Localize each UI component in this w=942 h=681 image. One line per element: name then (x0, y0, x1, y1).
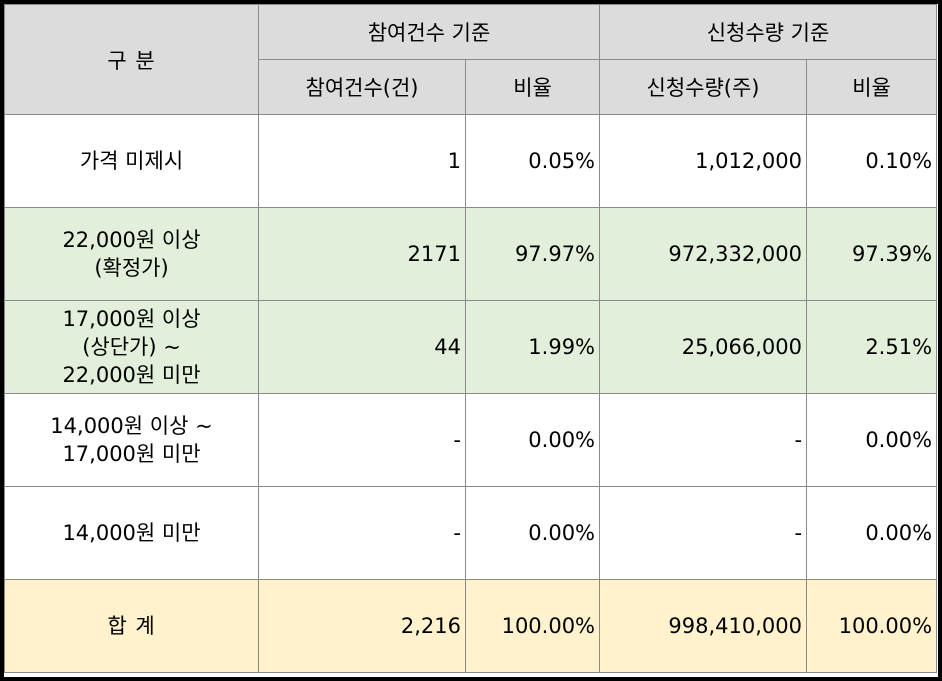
header-group-participation: 참여건수 기준 (257, 4, 601, 60)
total-quantity-ratio: 100.00% (806, 579, 938, 673)
participation-ratio-cell: 0.00% (464, 393, 601, 487)
participation-count-cell: - (258, 393, 466, 487)
quantity-cell: 972,332,000 (599, 207, 808, 301)
header-quantity-ratio: 비율 (806, 59, 938, 115)
total-quantity: 998,410,000 (599, 579, 808, 673)
header-quantity: 신청수량(주) (599, 59, 808, 115)
quantity-ratio-cell: 2.51% (806, 300, 938, 394)
participation-ratio-cell: 0.05% (464, 114, 601, 208)
row-label-line: 22,000원 미만 (62, 363, 201, 387)
header-participation-count: 참여건수(건) (258, 59, 466, 115)
quantity-ratio-cell: 0.10% (806, 114, 938, 208)
participation-ratio-cell: 1.99% (464, 300, 601, 394)
row-label-line: 17,000원 이상 (62, 307, 201, 331)
table-row: 14,000원 미만 - 0.00% - 0.00% (4, 486, 938, 580)
row-label: 가격 미제시 (4, 114, 259, 208)
quantity-ratio-cell: 97.39% (806, 207, 938, 301)
total-participation-ratio: 100.00% (464, 579, 601, 673)
table-row: 14,000원 이상 ~ 17,000원 미만 - 0.00% - 0.00% (4, 393, 938, 487)
subscription-table: 구 분 참여건수 기준 신청수량 기준 참여건수(건) 비율 신청수량(주) 비… (4, 4, 938, 673)
row-label-line: (상단가) ~ (82, 335, 181, 359)
header-participation-ratio: 비율 (464, 59, 601, 115)
quantity-cell: 25,066,000 (599, 300, 808, 394)
header-category: 구 분 (4, 4, 259, 115)
row-label-line: 14,000원 미만 (62, 521, 201, 545)
header-group-quantity: 신청수량 기준 (599, 4, 938, 60)
participation-count-cell: 2171 (258, 207, 466, 301)
quantity-cell: 1,012,000 (599, 114, 808, 208)
row-label-line: 14,000원 이상 ~ (50, 414, 213, 438)
table-row: 가격 미제시 1 0.05% 1,012,000 0.10% (4, 114, 938, 208)
quantity-ratio-cell: 0.00% (806, 486, 938, 580)
quantity-cell: - (599, 393, 808, 487)
quantity-ratio-cell: 0.00% (806, 393, 938, 487)
table-row: 17,000원 이상 (상단가) ~ 22,000원 미만 44 1.99% 2… (4, 300, 938, 394)
participation-count-cell: - (258, 486, 466, 580)
row-label-line: 가격 미제시 (79, 149, 184, 173)
row-label: 14,000원 미만 (4, 486, 259, 580)
row-label-line: 17,000원 미만 (62, 442, 201, 466)
row-label: 22,000원 이상 (확정가) (4, 207, 259, 301)
total-participation-count: 2,216 (258, 579, 466, 673)
total-row: 합 계 2,216 100.00% 998,410,000 100.00% (4, 579, 938, 673)
participation-ratio-cell: 97.97% (464, 207, 601, 301)
participation-count-cell: 1 (258, 114, 466, 208)
table-row: 22,000원 이상 (확정가) 2171 97.97% 972,332,000… (4, 207, 938, 301)
row-label: 17,000원 이상 (상단가) ~ 22,000원 미만 (4, 300, 259, 394)
total-label: 합 계 (4, 579, 259, 673)
row-label-line: (확정가) (94, 256, 169, 280)
participation-ratio-cell: 0.00% (464, 486, 601, 580)
quantity-cell: - (599, 486, 808, 580)
row-label-line: 22,000원 이상 (62, 228, 201, 252)
participation-count-cell: 44 (258, 300, 466, 394)
row-label: 14,000원 이상 ~ 17,000원 미만 (4, 393, 259, 487)
